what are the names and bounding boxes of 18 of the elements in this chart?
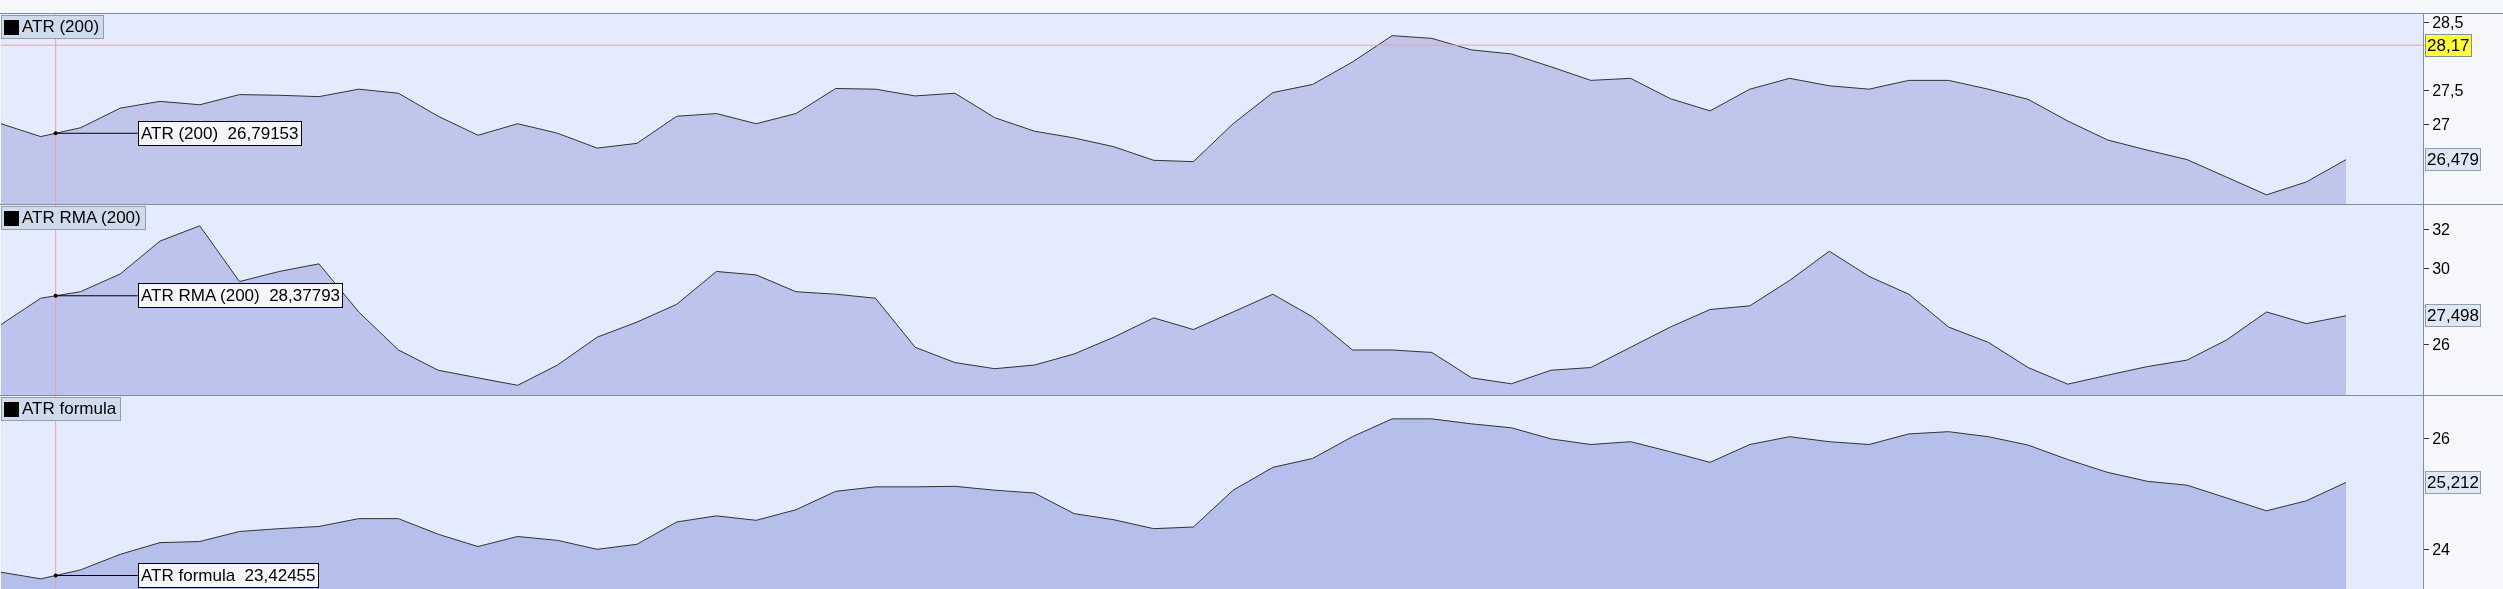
y-tick-label: 28,5	[2432, 14, 2464, 32]
y-tick-label: 27,5	[2432, 82, 2464, 100]
annotation: ATR RMA (200) 28,37793	[141, 286, 341, 305]
chart-title: ATR RMA (200)	[22, 208, 141, 228]
text: 26,479	[2427, 150, 2479, 169]
y-tick-label: 30	[2432, 259, 2451, 277]
y-tick-label: 26	[2432, 336, 2451, 354]
annotation: ATR (200) 26,79153	[141, 124, 299, 143]
text: 25,212	[2427, 473, 2479, 492]
annotation: ATR formula 23,42455	[141, 566, 316, 585]
ref-line-label: 28,17	[2427, 36, 2470, 55]
y-tick-label: 26	[2432, 429, 2451, 447]
y-tick-label: 27	[2432, 116, 2451, 133]
y-tick-label: 24	[2432, 541, 2451, 559]
text: 27,498	[2427, 306, 2479, 325]
chart-title: ATR (200)	[22, 17, 100, 37]
y-tick-label: 32	[2432, 221, 2451, 239]
chart-title: ATR formula	[22, 399, 117, 419]
